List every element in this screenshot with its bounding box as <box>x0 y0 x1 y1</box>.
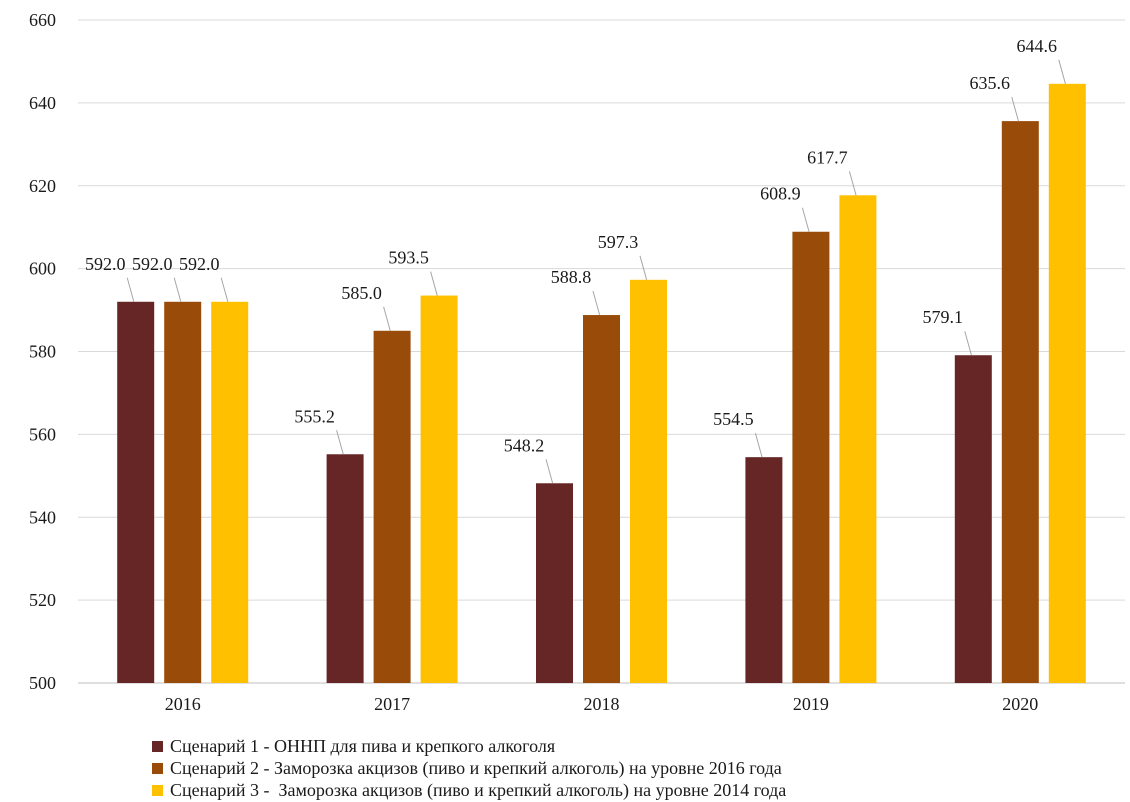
bar <box>630 279 667 683</box>
bar <box>373 330 411 683</box>
data-label: 579.1 <box>923 307 964 327</box>
bar <box>839 195 877 683</box>
label-leader-line <box>545 459 554 484</box>
legend-item-series-1: Сценарий 1 - ОННП для пива и крепкого ал… <box>152 735 786 757</box>
label-leader-line <box>639 255 648 280</box>
y-tick-label: 500 <box>29 673 56 693</box>
x-tick-label: 2019 <box>793 694 829 714</box>
label-leader-line <box>1058 59 1066 84</box>
data-label: 593.5 <box>388 248 429 268</box>
legend-item-series-2: Сценарий 2 - Заморозка акцизов (пиво и к… <box>152 757 786 779</box>
bar <box>326 454 364 683</box>
bar <box>164 301 202 683</box>
legend-item-series-3: Сценарий 3 - Заморозка акцизов (пиво и к… <box>152 779 786 801</box>
data-label: 617.7 <box>807 147 848 167</box>
x-tick-label: 2018 <box>584 694 620 714</box>
data-label: 635.6 <box>970 73 1011 93</box>
label-leader-line <box>126 277 135 302</box>
label-leader-line <box>220 277 229 302</box>
bar <box>211 301 249 683</box>
bar <box>1001 121 1039 684</box>
label-leader-line <box>801 207 810 232</box>
bar <box>583 315 620 683</box>
data-label: 554.5 <box>713 409 754 429</box>
data-label: 608.9 <box>760 184 801 204</box>
y-axis: 500 520 540 560 580 600 620 640 660 <box>29 10 56 693</box>
data-label: 548.2 <box>504 435 545 455</box>
bar <box>117 301 155 683</box>
y-tick-label: 620 <box>29 176 56 196</box>
label-leader-line <box>430 271 438 296</box>
legend-label-series-1: Сценарий 1 - ОННП для пива и крепкого ал… <box>170 735 556 756</box>
label-leader-line <box>173 277 182 302</box>
data-labels: 592.0 592.0 592.0 555.2 585.0 593.5 548.2 588.8… <box>85 36 1066 484</box>
bar <box>954 355 992 683</box>
bar <box>536 483 573 683</box>
y-tick-label: 660 <box>29 10 56 30</box>
label-leader-line <box>754 433 763 458</box>
data-label: 592.0 <box>132 254 173 274</box>
legend-label-series-3: Сценарий 3 - Заморозка акцизов (пиво и к… <box>170 779 787 800</box>
x-tick-label: 2017 <box>374 694 410 714</box>
bar <box>745 457 783 683</box>
bar <box>792 231 830 684</box>
bar <box>420 295 458 683</box>
data-label: 644.6 <box>1017 36 1058 56</box>
data-label: 592.0 <box>85 254 126 274</box>
label-leader-line <box>1011 96 1019 122</box>
x-tick-label: 2020 <box>1002 694 1038 714</box>
legend-label-series-2: Сценарий 2 - Заморозка акцизов (пиво и к… <box>170 757 782 778</box>
y-tick-label: 600 <box>29 259 56 279</box>
bar-chart: 500 520 540 560 580 600 620 640 660 2016 2017 2018… <box>29 10 1125 714</box>
x-axis: 2016 2017 2018 2019 2020 <box>78 682 1125 714</box>
y-tick-label: 560 <box>29 424 56 444</box>
label-leader-line <box>848 171 857 196</box>
label-leader-line <box>964 331 972 356</box>
legend-swatch-series-3 <box>152 784 163 796</box>
y-tick-label: 520 <box>29 590 56 610</box>
legend-swatch-series-1 <box>152 740 163 752</box>
data-label: 592.0 <box>179 254 220 274</box>
bars <box>117 83 1086 684</box>
data-label: 588.8 <box>551 267 592 287</box>
bar <box>1048 83 1086 684</box>
data-label: 597.3 <box>598 232 639 252</box>
legend-swatch-series-2 <box>152 762 163 774</box>
label-leader-line <box>592 290 601 316</box>
y-tick-label: 580 <box>29 342 56 362</box>
data-label: 585.0 <box>341 283 382 303</box>
chart-area: 500 520 540 560 580 600 620 640 660 2016 2017 2018… <box>29 10 1125 714</box>
y-tick-label: 640 <box>29 93 56 113</box>
label-leader-line <box>336 430 344 455</box>
label-leader-line <box>383 306 391 331</box>
y-tick-label: 540 <box>29 507 56 527</box>
x-tick-label: 2016 <box>165 694 201 714</box>
legend: Сценарий 1 - ОННП для пива и крепкого ал… <box>152 735 786 801</box>
data-label: 555.2 <box>294 406 335 426</box>
